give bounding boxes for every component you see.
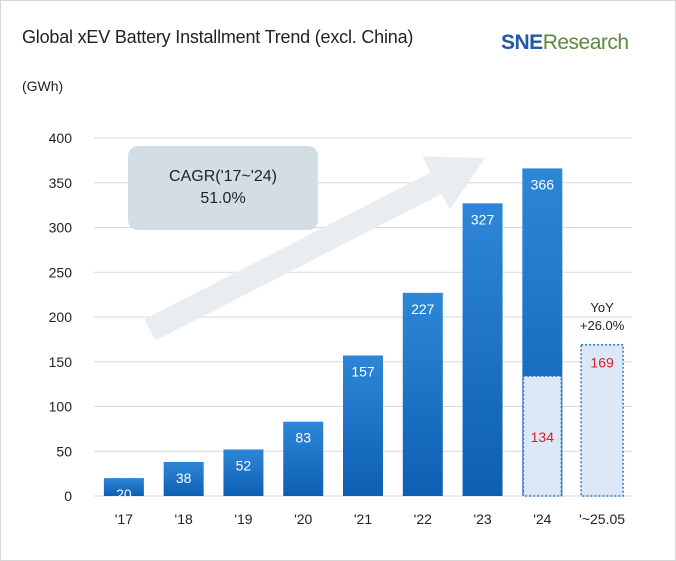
y-tick-label: 150 <box>49 354 73 370</box>
y-tick-label: 350 <box>49 175 73 191</box>
bar <box>163 461 204 496</box>
cagr-callout-box <box>128 146 318 230</box>
bar-value-label: 52 <box>236 457 252 473</box>
partial-value-label: 169 <box>590 354 614 370</box>
bar-value-label: 20 <box>116 486 132 502</box>
bar <box>402 292 443 496</box>
labels-layer: 0 50 100 150 200 250 300 350 400 20 '17 38 '18 52 '19 8… <box>49 130 626 527</box>
bar-value-label: 366 <box>531 176 555 192</box>
y-tick-label: 200 <box>49 309 73 325</box>
y-tick-label: 50 <box>56 443 72 459</box>
y-axis-unit-label: (GWh) <box>22 78 64 94</box>
x-tick-label: '17 <box>115 511 133 527</box>
yoy-label: YoY <box>590 300 614 315</box>
y-tick-label: 250 <box>49 264 73 280</box>
x-tick-label: '~25.05 <box>579 511 625 527</box>
y-tick-label: 400 <box>49 130 73 146</box>
bars-layer <box>103 168 624 497</box>
x-tick-label: '18 <box>175 511 193 527</box>
y-tick-label: 100 <box>49 399 73 415</box>
x-tick-label: '20 <box>294 511 312 527</box>
partial-value-label: 134 <box>531 429 555 445</box>
bar-value-label: 38 <box>176 470 192 486</box>
x-tick-label: '24 <box>533 511 551 527</box>
bar-value-label: 157 <box>351 363 375 379</box>
bar-value-label: 83 <box>295 430 311 446</box>
partial-bar <box>580 343 624 497</box>
x-tick-label: '19 <box>234 511 252 527</box>
yoy-value: +26.0% <box>580 318 625 333</box>
sne-research-logo: SNEResearch <box>501 31 629 55</box>
bar-value-label: 327 <box>471 211 495 227</box>
logo-part-research: Research <box>542 31 629 54</box>
bar <box>462 203 503 496</box>
partial-bar <box>522 375 563 497</box>
cagr-value: 51.0% <box>200 190 245 207</box>
x-tick-label: '21 <box>354 511 372 527</box>
x-tick-label: '23 <box>473 511 491 527</box>
trend-arrow-layer <box>144 156 485 341</box>
bar-value-label: 227 <box>411 301 435 317</box>
trend-arrow <box>144 156 485 341</box>
bar <box>343 355 383 496</box>
cagr-label: CAGR('17~'24) <box>169 168 277 185</box>
chart-title: Global xEV Battery Installment Trend (ex… <box>22 27 414 47</box>
bar <box>223 449 264 496</box>
y-tick-label: 300 <box>49 220 73 236</box>
bar <box>283 421 324 496</box>
y-tick-label: 0 <box>64 488 72 504</box>
logo-part-sne: SNE <box>501 31 543 54</box>
x-tick-label: '22 <box>414 511 432 527</box>
bar <box>103 478 144 496</box>
